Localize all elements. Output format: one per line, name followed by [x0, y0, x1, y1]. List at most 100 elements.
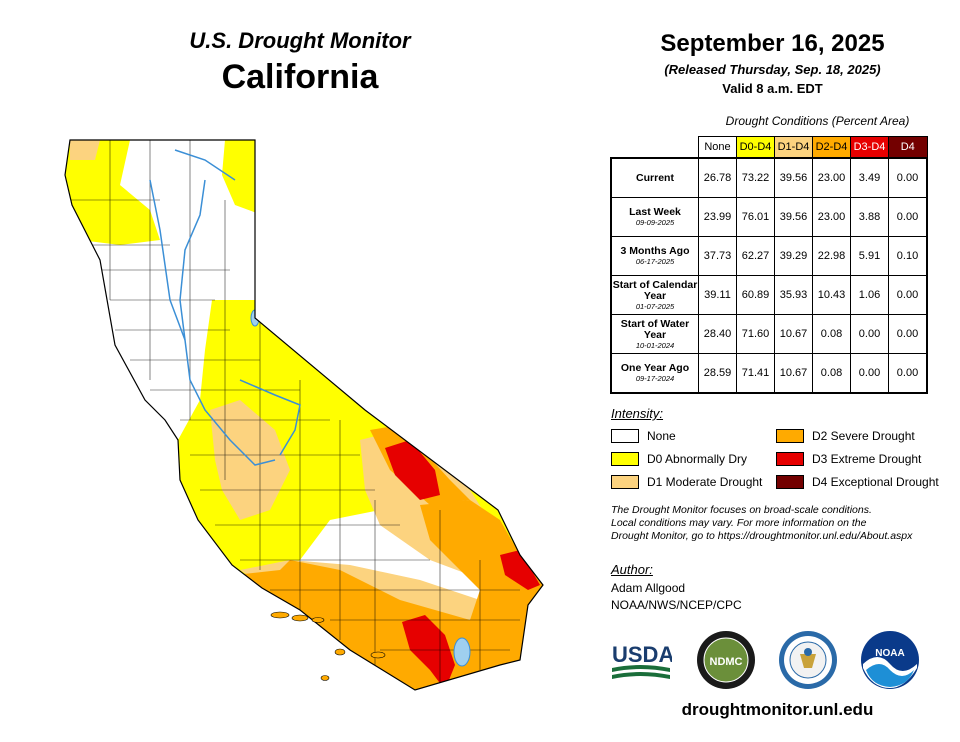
usda-logo: USDA — [612, 642, 672, 679]
row-label-text: One Year Ago — [620, 362, 690, 374]
rivers — [149, 149, 301, 466]
table-cell: 23.99 — [698, 197, 737, 237]
table-cell: 3.49 — [850, 157, 889, 198]
table-cell: 73.22 — [736, 157, 775, 198]
column-header: D1-D4 — [774, 136, 813, 159]
product-title: U.S. Drought Monitor — [189, 28, 411, 53]
table-cell: 39.56 — [774, 157, 813, 198]
legend-item-d3: D3 Extreme Drought — [776, 452, 921, 466]
legend-label: D2 Severe Drought — [812, 429, 915, 443]
state-outline — [64, 139, 544, 691]
table-cell: 22.98 — [812, 236, 851, 276]
release-date: (Released Thursday, Sep. 18, 2025) — [664, 62, 881, 77]
legend-item-d0: D0 Abnormally Dry — [611, 452, 747, 466]
legend-swatch — [611, 452, 639, 466]
drought-conditions-table: None D0-D4 D1-D4 D2-D4 D3-D4 D4 Current 2… — [610, 136, 928, 394]
legend-swatch — [776, 429, 804, 443]
legend-swatch — [776, 452, 804, 466]
table-cell: 5.91 — [850, 236, 889, 276]
table-cell: 0.08 — [812, 353, 851, 394]
table-row: Start of Water Year 10-01-2024 28.40 71.60 1… — [610, 314, 928, 354]
table-cell: 39.56 — [774, 197, 813, 237]
row-label: Current — [610, 157, 699, 198]
table-header-row: None D0-D4 D1-D4 D2-D4 D3-D4 D4 — [611, 136, 928, 159]
table-cell: 26.78 — [698, 157, 737, 198]
legend-label: None — [647, 429, 676, 443]
lakes — [250, 309, 471, 667]
row-label-date: 09-17-2024 — [635, 374, 675, 383]
table-cell: 28.40 — [698, 314, 737, 354]
state-title: California — [221, 58, 379, 96]
channel-islands — [270, 611, 386, 681]
table-cell: 23.00 — [812, 157, 851, 198]
row-label: Start of Water Year 10-01-2024 — [610, 314, 699, 354]
table-cell: 23.00 — [812, 197, 851, 237]
row-label-text: Start of Water Year — [620, 317, 690, 341]
table-header-blank — [611, 137, 699, 159]
table-row: Start of Calendar Year 01-07-2025 39.11 60.… — [610, 275, 928, 315]
legend-item-d2: D2 Severe Drought — [776, 429, 915, 443]
column-header: None — [698, 136, 737, 159]
table-row: Last Week 09-09-2025 23.99 76.01 39.56 23.00 3… — [610, 197, 928, 237]
table-cell: 0.00 — [888, 353, 928, 394]
row-label: Last Week 09-09-2025 — [610, 197, 699, 237]
doc-seal-logo — [779, 631, 837, 689]
table-cell: 0.00 — [850, 314, 889, 354]
legend-label: D0 Abnormally Dry — [647, 452, 748, 466]
table-cell: 0.08 — [812, 314, 851, 354]
table-cell: 62.27 — [736, 236, 775, 276]
table-row: 3 Months Ago 06-17-2025 37.73 62.27 39.29 22.… — [610, 236, 928, 276]
row-label-date: 01-07-2025 — [635, 301, 675, 311]
county-lines — [65, 140, 520, 690]
legend-label: D3 Extreme Drought — [812, 452, 922, 466]
legend-title: Intensity: — [611, 406, 664, 421]
ndmc-logo: NDMC — [697, 631, 755, 689]
table-cell: 37.73 — [698, 236, 737, 276]
table-cell: 71.60 — [736, 314, 775, 354]
table-cell: 28.59 — [698, 353, 737, 394]
table-cell: 0.00 — [888, 275, 928, 315]
legend-label: D4 Exceptional Drought — [812, 475, 939, 489]
row-label-text: Last Week — [629, 206, 681, 218]
author-org: NOAA/NWS/NCEP/CPC — [611, 598, 742, 612]
table-row: One Year Ago 09-17-2024 28.59 71.41 10.67 0.0… — [610, 353, 928, 394]
table-cell: 39.29 — [774, 236, 813, 276]
legend-label: D1 Moderate Drought — [647, 475, 763, 489]
table-cell: 0.00 — [888, 157, 928, 198]
legend-swatch — [611, 429, 639, 443]
note-line: Local conditions may vary. For more info… — [611, 517, 867, 529]
table-cell: 0.00 — [888, 314, 928, 354]
row-label-date: 09-09-2025 — [635, 218, 675, 227]
legend-item-d1: D1 Moderate Drought — [611, 475, 762, 489]
table-row: Current 26.78 73.22 39.56 23.00 3.49 0.00 — [610, 157, 928, 198]
author-title: Author: — [611, 562, 653, 577]
row-label: One Year Ago 09-17-2024 — [610, 353, 699, 394]
table-cell: 10.67 — [774, 314, 813, 354]
column-header: D0-D4 — [736, 136, 775, 159]
column-header: D4 — [888, 136, 928, 159]
legend-item-none: None — [611, 429, 676, 443]
california-drought-map — [64, 139, 544, 691]
table-cell: 10.43 — [812, 275, 851, 315]
row-label-date: 10-01-2024 — [635, 340, 675, 350]
table-cell: 0.00 — [850, 353, 889, 394]
table-cell: 0.10 — [888, 236, 928, 276]
row-label-text: Start of Calendar Year — [612, 278, 698, 302]
legend-item-d4: D4 Exceptional Drought — [776, 475, 939, 489]
table-cell: 3.88 — [850, 197, 889, 237]
table-cell: 35.93 — [774, 275, 813, 315]
table-cell: 1.06 — [850, 275, 889, 315]
author-name: Adam Allgood — [611, 581, 686, 595]
column-header: D3-D4 — [850, 136, 889, 159]
row-label: Start of Calendar Year 01-07-2025 — [610, 275, 699, 315]
table-cell: 0.00 — [888, 197, 928, 237]
row-label: 3 Months Ago 06-17-2025 — [610, 236, 699, 276]
table-cell: 60.89 — [736, 275, 775, 315]
column-header: D2-D4 — [812, 136, 851, 159]
table-cell: 71.41 — [736, 353, 775, 394]
table-cell: 39.11 — [698, 275, 737, 315]
website-link[interactable]: droughtmonitor.unl.edu — [681, 700, 874, 719]
usda-logo-text: USDA — [612, 642, 672, 667]
row-label-text: Current — [636, 171, 674, 184]
table-cell: 76.01 — [736, 197, 775, 237]
